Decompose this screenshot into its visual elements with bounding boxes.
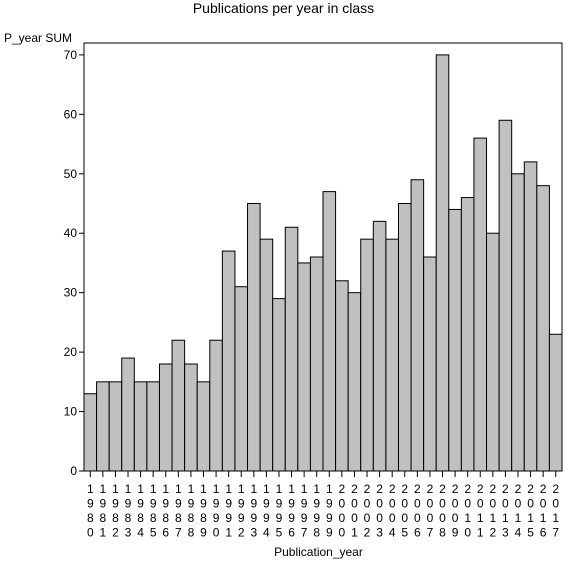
bar xyxy=(435,54,450,472)
bar xyxy=(548,333,563,472)
bar xyxy=(335,280,349,472)
bar xyxy=(133,381,148,472)
bar xyxy=(486,232,500,472)
bar xyxy=(221,250,236,472)
bar xyxy=(108,381,123,472)
bar xyxy=(184,363,198,472)
x-axis-label: Publication_year xyxy=(274,545,363,559)
bar xyxy=(360,238,374,472)
bar xyxy=(460,197,475,472)
bar xyxy=(196,381,211,472)
bar xyxy=(83,393,98,472)
bar xyxy=(448,208,462,472)
bar xyxy=(423,256,437,472)
bar xyxy=(284,226,299,472)
bar xyxy=(372,220,387,472)
y-tick-label: 60 xyxy=(64,107,78,121)
bar xyxy=(410,179,425,472)
bar xyxy=(259,238,274,472)
bar xyxy=(297,262,311,472)
y-tick-label: 10 xyxy=(64,405,78,419)
bar xyxy=(121,357,135,472)
bar xyxy=(234,286,249,472)
bar xyxy=(96,381,110,472)
y-axis-label: P_year SUM xyxy=(4,31,73,45)
y-tick-label: 50 xyxy=(64,167,78,181)
bar xyxy=(397,203,412,472)
bar xyxy=(309,256,324,472)
bar xyxy=(247,203,261,472)
bar xyxy=(473,137,488,472)
y-tick-label: 20 xyxy=(64,345,78,359)
bar xyxy=(158,363,173,472)
bar xyxy=(347,292,362,472)
bar xyxy=(272,298,286,472)
y-tick-label: 30 xyxy=(64,286,78,300)
y-tick-label: 40 xyxy=(64,226,78,240)
bar xyxy=(322,191,337,472)
bar xyxy=(385,238,399,472)
bar xyxy=(498,119,513,472)
bar xyxy=(146,381,160,472)
y-tick-label: 70 xyxy=(64,48,78,62)
chart-title: Publications per year in class xyxy=(192,0,375,16)
bar xyxy=(536,185,550,472)
bar xyxy=(171,339,186,472)
y-tick-label: 0 xyxy=(70,464,77,478)
bar xyxy=(523,161,538,472)
bar xyxy=(511,173,525,472)
bar xyxy=(209,339,223,472)
